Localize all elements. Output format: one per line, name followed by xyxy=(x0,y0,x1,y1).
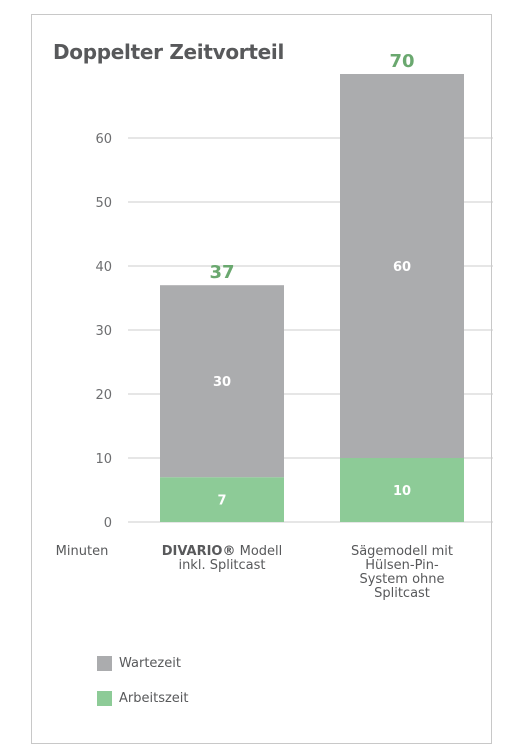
y-tick-label: 0 xyxy=(104,516,112,531)
y-tick-label: 40 xyxy=(95,260,112,275)
legend-item-arbeitszeit: Arbeitszeit xyxy=(97,691,189,706)
data-label-arbeitszeit: 7 xyxy=(217,494,226,509)
x-category-label: inkl. Splitcast xyxy=(178,558,265,573)
y-axis-label: Minuten xyxy=(56,544,109,559)
total-label: 70 xyxy=(389,51,414,72)
y-tick-label: 60 xyxy=(95,132,112,147)
y-tick-label: 50 xyxy=(95,196,112,211)
chart-title: Doppelter Zeitvorteil xyxy=(53,40,285,64)
legend-item-wartezeit: Wartezeit xyxy=(97,656,181,671)
y-tick-label: 30 xyxy=(95,324,112,339)
data-label-wartezeit: 30 xyxy=(213,375,231,390)
total-label: 37 xyxy=(209,262,234,283)
bar-wartezeit xyxy=(340,74,464,458)
legend-swatch-wartezeit xyxy=(97,656,112,671)
y-tick-label: 10 xyxy=(95,452,112,467)
legend-swatch-arbeitszeit xyxy=(97,691,112,706)
y-tick-label: 20 xyxy=(95,388,112,403)
legend-label-wartezeit: Wartezeit xyxy=(119,656,181,671)
x-category-label: Sägemodell mit xyxy=(351,544,453,559)
data-label-wartezeit: 60 xyxy=(393,260,411,275)
legend-label-arbeitszeit: Arbeitszeit xyxy=(119,691,189,706)
bar-wartezeit xyxy=(160,285,284,478)
bar-arbeitszeit xyxy=(160,477,284,522)
x-category-label: Hülsen-Pin- xyxy=(365,558,439,573)
x-category-label: Splitcast xyxy=(374,586,430,601)
data-label-arbeitszeit: 10 xyxy=(393,484,411,499)
x-category-label: System ohne xyxy=(359,572,444,587)
x-category-label: DIVARIO® Modell xyxy=(162,544,283,559)
bar-arbeitszeit xyxy=(340,458,464,522)
